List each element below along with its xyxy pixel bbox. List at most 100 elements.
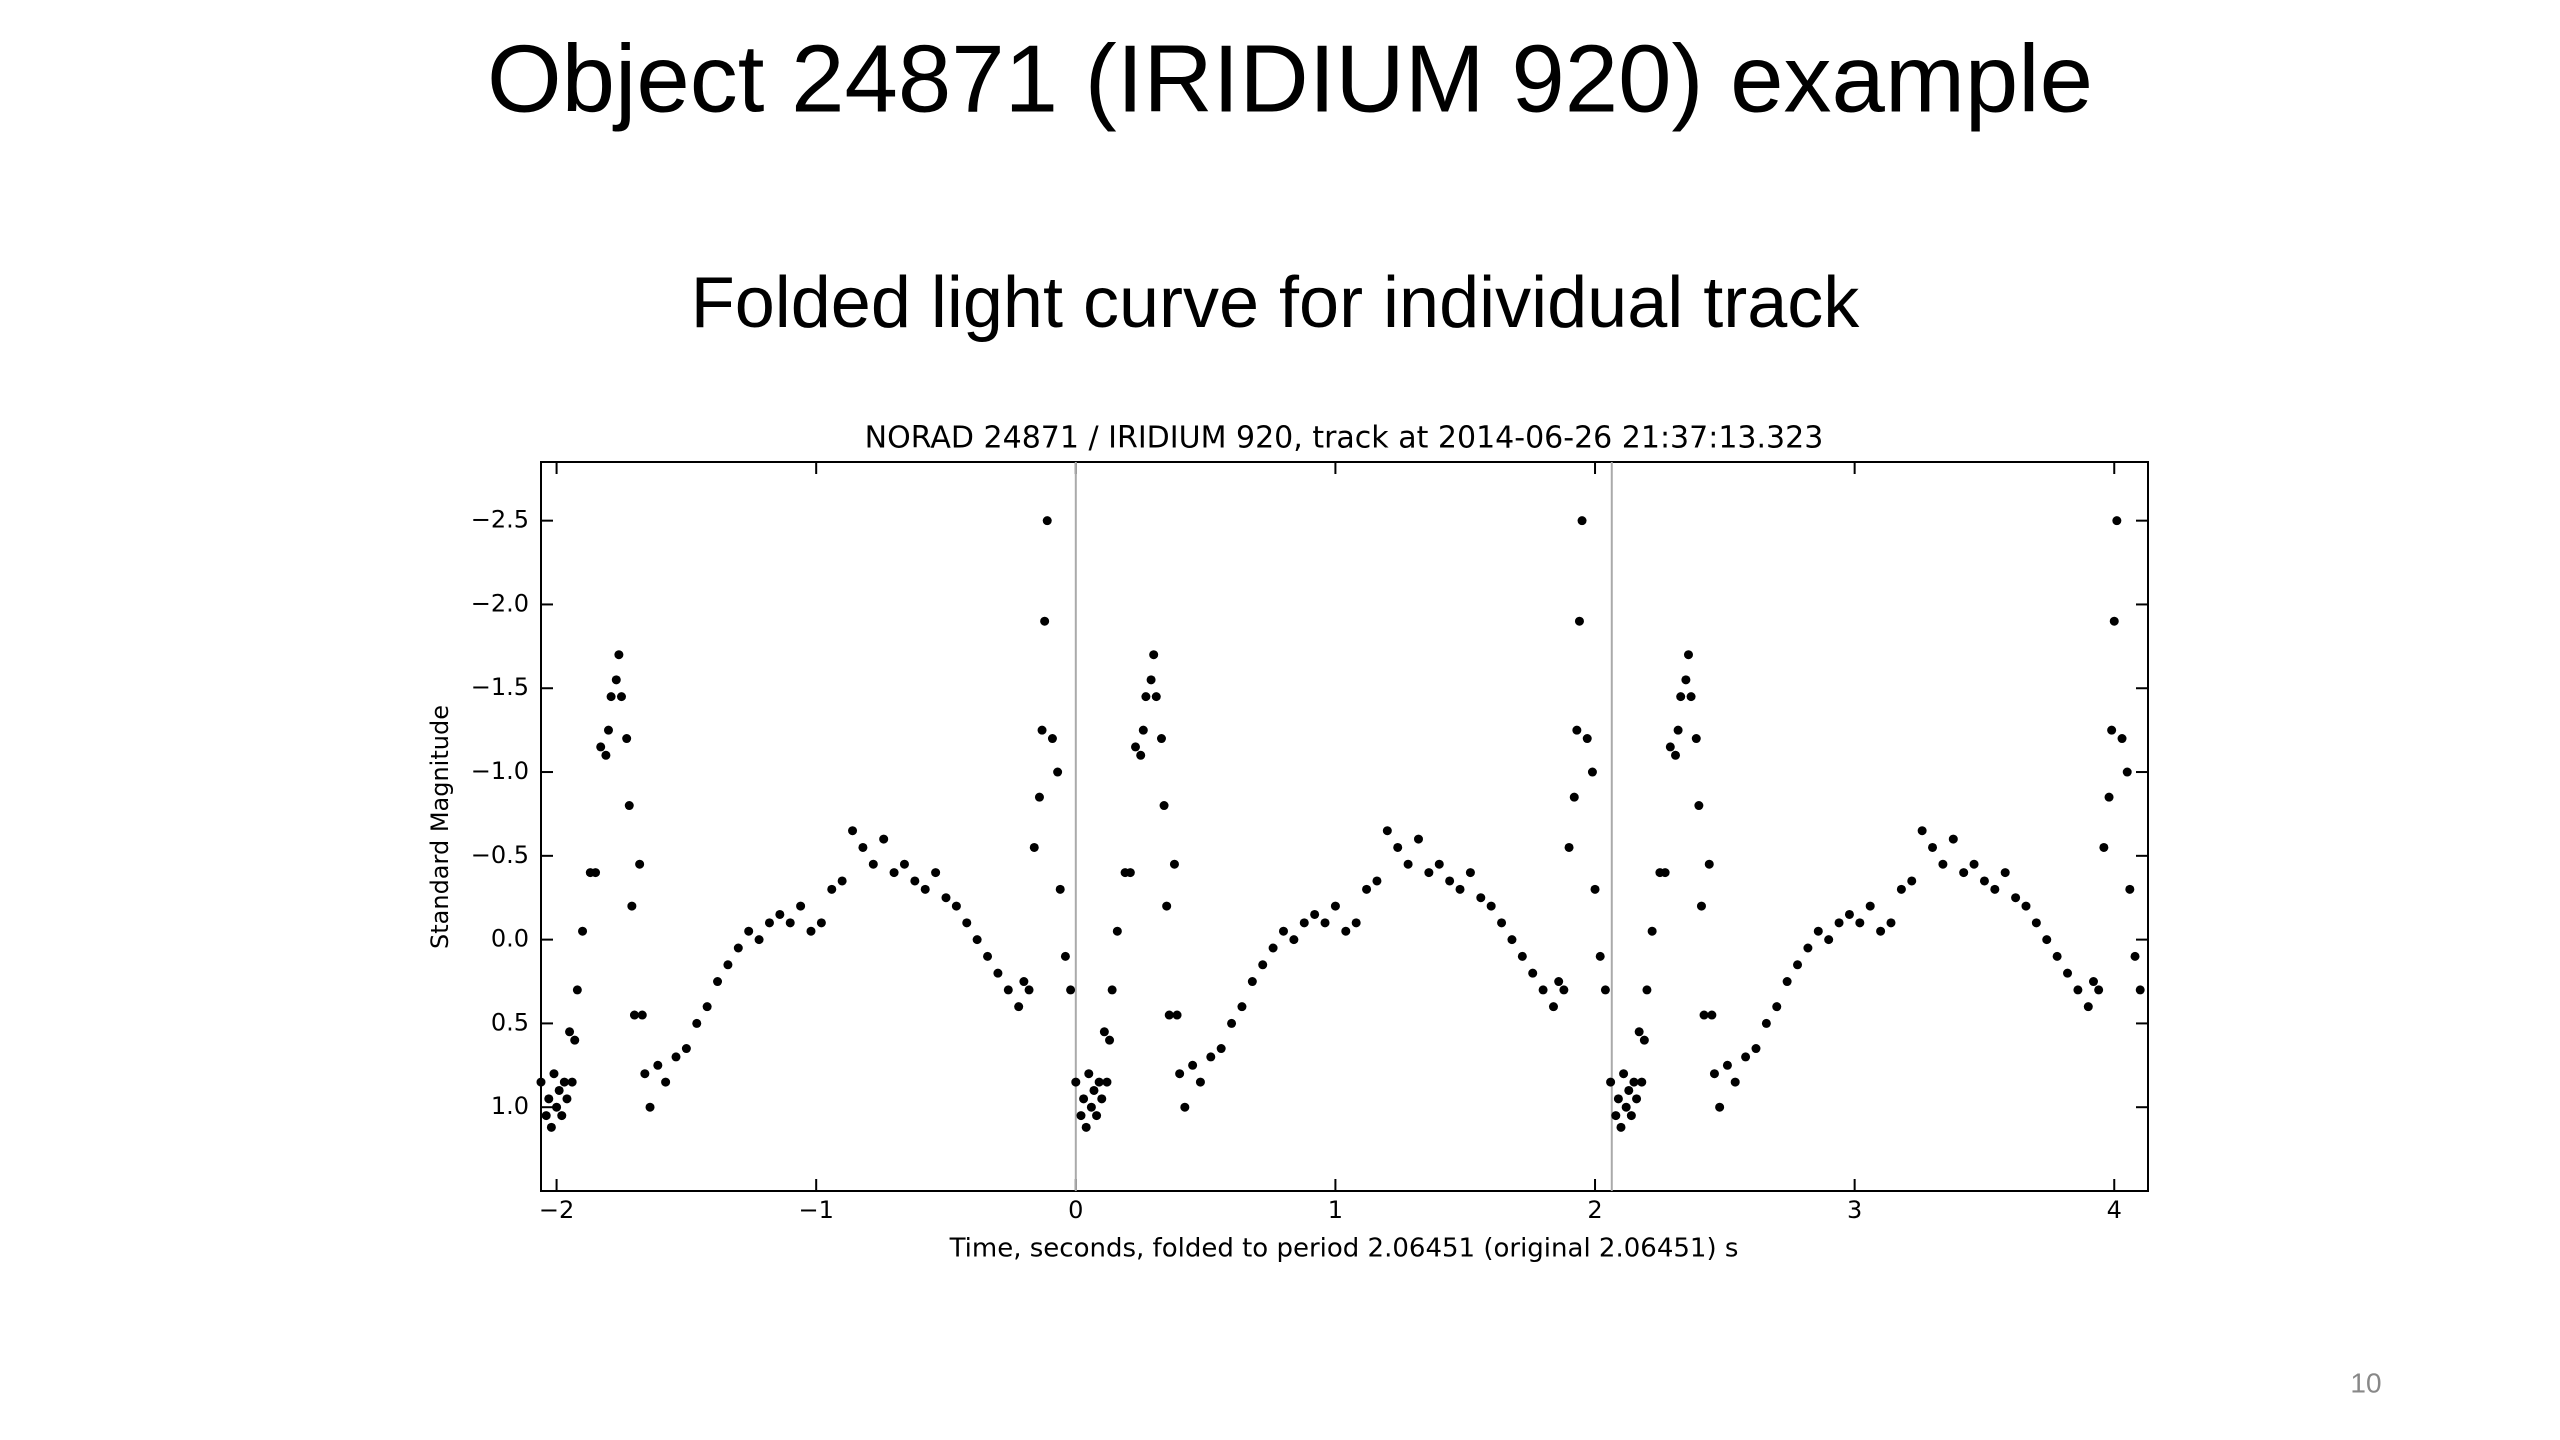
data-point <box>1206 1052 1216 1062</box>
data-point <box>637 1010 647 1020</box>
y-tick-label: 0.0 <box>491 925 529 953</box>
data-point <box>1372 876 1382 886</box>
data-point <box>1694 801 1704 811</box>
data-point <box>1476 893 1486 903</box>
data-point <box>1089 1085 1099 1095</box>
data-point <box>1172 1010 1182 1020</box>
data-point <box>1834 918 1844 928</box>
data-point <box>1948 834 1958 844</box>
data-point <box>889 868 899 878</box>
data-point <box>1681 675 1691 685</box>
data-point <box>1042 516 1052 526</box>
data-point <box>1782 977 1792 987</box>
data-point <box>1310 909 1320 919</box>
data-point <box>629 1010 639 1020</box>
data-point <box>546 1122 556 1132</box>
data-point <box>1928 842 1938 852</box>
data-point <box>1637 1077 1647 1087</box>
data-point <box>1320 918 1330 928</box>
data-point <box>565 1027 575 1037</box>
data-point <box>1081 1122 1091 1132</box>
x-tick-label: −1 <box>798 1196 833 1224</box>
data-point <box>1268 943 1278 953</box>
y-tick-label: −0.5 <box>471 841 529 869</box>
data-point <box>941 893 951 903</box>
x-tick-label: 3 <box>1847 1196 1862 1224</box>
data-point <box>1696 901 1706 911</box>
data-point <box>611 675 621 685</box>
data-point <box>1507 935 1517 945</box>
data-point <box>1040 616 1050 626</box>
data-point <box>601 750 611 760</box>
data-point <box>1341 926 1351 936</box>
data-point <box>744 926 754 936</box>
data-point <box>2112 516 2122 526</box>
data-point <box>1876 926 1886 936</box>
data-point <box>1528 968 1538 978</box>
data-point <box>1751 1044 1761 1054</box>
data-point <box>591 868 601 878</box>
data-point <box>596 742 606 752</box>
data-point <box>1665 742 1675 752</box>
data-point <box>993 968 1003 978</box>
data-point <box>972 935 982 945</box>
data-point <box>1660 868 1670 878</box>
data-point <box>2011 893 2021 903</box>
data-point <box>1071 1077 1081 1087</box>
data-point <box>1569 792 1579 802</box>
data-point <box>1066 985 1076 995</box>
data-point <box>1169 859 1179 869</box>
data-point <box>723 960 733 970</box>
data-point <box>1102 1077 1112 1087</box>
data-point <box>1715 1102 1725 1112</box>
data-point <box>1393 842 1403 852</box>
data-point <box>1105 1035 1115 1045</box>
data-point <box>2094 985 2104 995</box>
data-point <box>1564 842 1574 852</box>
data-point <box>1611 1111 1621 1121</box>
data-point <box>1548 1002 1558 1012</box>
data-point <box>1216 1044 1226 1054</box>
data-point <box>1683 650 1693 660</box>
data-point <box>1590 884 1600 894</box>
data-point <box>1330 901 1340 911</box>
data-point <box>1424 868 1434 878</box>
data-point <box>1686 692 1696 702</box>
x-tick-label: 1 <box>1328 1196 1343 1224</box>
data-point <box>1844 909 1854 919</box>
data-point <box>931 868 941 878</box>
data-point <box>1125 868 1135 878</box>
data-point <box>2099 842 2109 852</box>
data-point <box>557 1111 567 1121</box>
data-point <box>2104 792 2114 802</box>
data-point <box>1554 977 1564 987</box>
data-point <box>1629 1077 1639 1087</box>
data-point <box>1382 826 1392 836</box>
data-point <box>1538 985 1548 995</box>
data-point <box>1403 859 1413 869</box>
x-tick-label: 2 <box>1587 1196 1602 1224</box>
data-point <box>796 901 806 911</box>
data-point <box>1024 985 1034 995</box>
data-point <box>1813 926 1823 936</box>
data-point <box>1159 801 1169 811</box>
data-point <box>1060 951 1070 961</box>
data-point <box>1619 1069 1629 1079</box>
data-point <box>2031 918 2041 928</box>
x-tick-label: 4 <box>2107 1196 2122 1224</box>
data-point <box>1149 650 1159 660</box>
data-point <box>1094 1077 1104 1087</box>
data-point <box>1084 1069 1094 1079</box>
data-point <box>1639 1035 1649 1045</box>
data-point <box>1497 918 1507 928</box>
data-point <box>1582 734 1592 744</box>
data-point <box>1455 884 1465 894</box>
data-point <box>2135 985 2145 995</box>
data-point <box>1621 1102 1631 1112</box>
data-point <box>1642 985 1652 995</box>
data-point <box>1180 1102 1190 1112</box>
data-point <box>541 1111 551 1121</box>
data-point <box>1445 876 1455 886</box>
data-point <box>1055 884 1065 894</box>
